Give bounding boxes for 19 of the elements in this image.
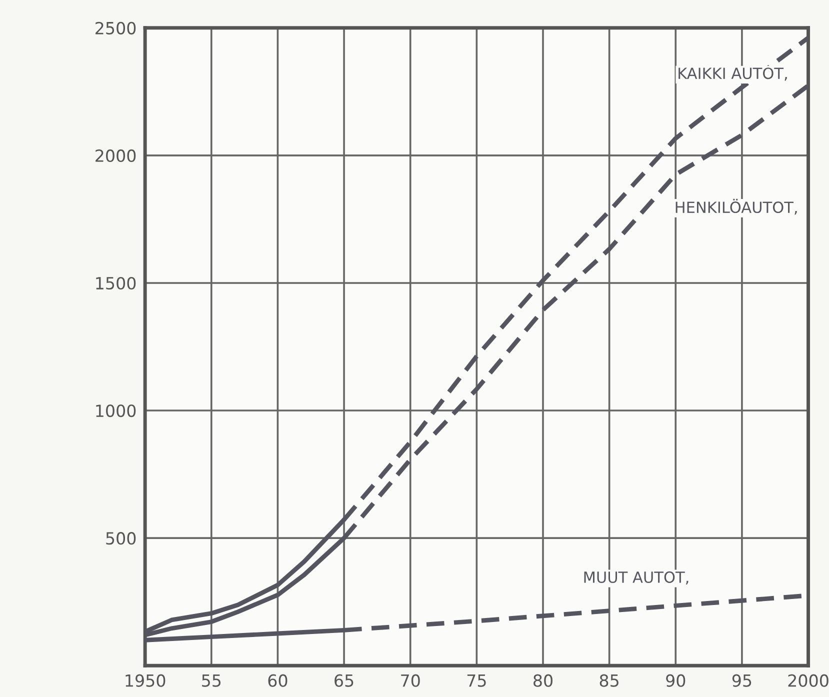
series-label: MUUT AUTOT, xyxy=(584,571,688,585)
series-label: HENKILÖAUTOT, xyxy=(676,198,797,215)
x-tick-label: 55 xyxy=(202,674,221,687)
y-tick-label: 2500 xyxy=(96,22,136,34)
x-tick-label: 2000 xyxy=(788,674,828,687)
x-tick-label: 65 xyxy=(334,674,354,687)
series-label: KAIKKI AUTOT, xyxy=(678,68,787,81)
x-tick-label: 85 xyxy=(600,674,618,687)
x-tick-label: 1950 xyxy=(126,674,166,687)
x-tick-label: 75 xyxy=(467,674,486,687)
x-tick-label: 80 xyxy=(534,674,552,687)
x-tick-label: 90 xyxy=(666,674,686,687)
x-tick-label: 60 xyxy=(268,674,288,687)
y-tick-label: 2000 xyxy=(96,149,136,162)
x-tick-label: 95 xyxy=(732,674,752,687)
y-tick-label: 1000 xyxy=(96,404,136,418)
x-tick-label: 70 xyxy=(401,674,420,687)
y-tick-label: 500 xyxy=(106,532,136,545)
y-tick-label: 1500 xyxy=(96,276,136,290)
